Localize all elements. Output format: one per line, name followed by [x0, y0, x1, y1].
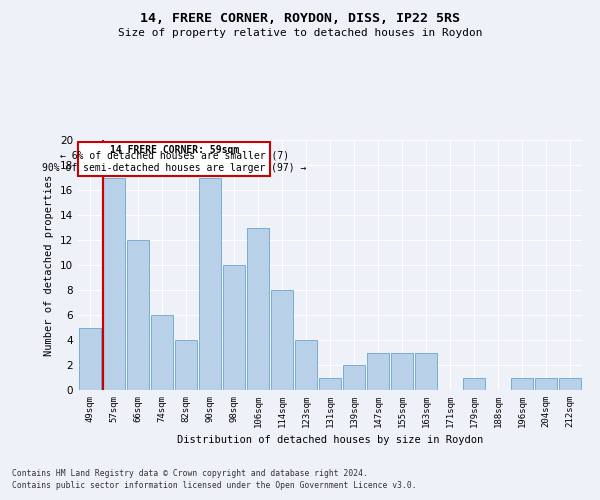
Bar [151, 315, 173, 390]
Bar [271, 290, 293, 390]
Bar [199, 178, 221, 390]
Bar [199, 178, 221, 390]
Bar [559, 378, 581, 390]
Y-axis label: Number of detached properties: Number of detached properties [44, 174, 55, 356]
Bar [223, 265, 245, 390]
Bar [223, 265, 245, 390]
X-axis label: Distribution of detached houses by size in Roydon: Distribution of detached houses by size … [177, 436, 483, 446]
Bar [79, 328, 101, 390]
Bar [103, 178, 125, 390]
Bar [367, 352, 389, 390]
Bar [319, 378, 341, 390]
Bar [343, 365, 365, 390]
Text: Size of property relative to detached houses in Roydon: Size of property relative to detached ho… [118, 28, 482, 38]
Bar [391, 352, 413, 390]
Bar [295, 340, 317, 390]
Bar [535, 378, 557, 390]
Bar [271, 290, 293, 390]
Bar [415, 352, 437, 390]
Text: 14 FRERE CORNER: 59sqm: 14 FRERE CORNER: 59sqm [110, 145, 239, 155]
Bar [175, 340, 197, 390]
Bar [319, 378, 341, 390]
Bar [247, 228, 269, 390]
Bar [175, 340, 197, 390]
Text: Contains HM Land Registry data © Crown copyright and database right 2024.: Contains HM Land Registry data © Crown c… [12, 468, 368, 477]
Bar [247, 228, 269, 390]
Text: ← 6% of detached houses are smaller (7): ← 6% of detached houses are smaller (7) [59, 150, 289, 160]
Text: 90% of semi-detached houses are larger (97) →: 90% of semi-detached houses are larger (… [42, 162, 307, 172]
Bar [463, 378, 485, 390]
Bar [559, 378, 581, 390]
Bar [103, 178, 125, 390]
Bar [151, 315, 173, 390]
Bar [127, 240, 149, 390]
Text: 14, FRERE CORNER, ROYDON, DISS, IP22 5RS: 14, FRERE CORNER, ROYDON, DISS, IP22 5RS [140, 12, 460, 26]
FancyBboxPatch shape [79, 142, 270, 176]
Bar [391, 352, 413, 390]
Bar [343, 365, 365, 390]
Bar [511, 378, 533, 390]
Text: Contains public sector information licensed under the Open Government Licence v3: Contains public sector information licen… [12, 481, 416, 490]
Bar [463, 378, 485, 390]
Bar [295, 340, 317, 390]
Bar [367, 352, 389, 390]
Bar [535, 378, 557, 390]
Bar [79, 328, 101, 390]
Bar [127, 240, 149, 390]
Bar [511, 378, 533, 390]
Bar [415, 352, 437, 390]
